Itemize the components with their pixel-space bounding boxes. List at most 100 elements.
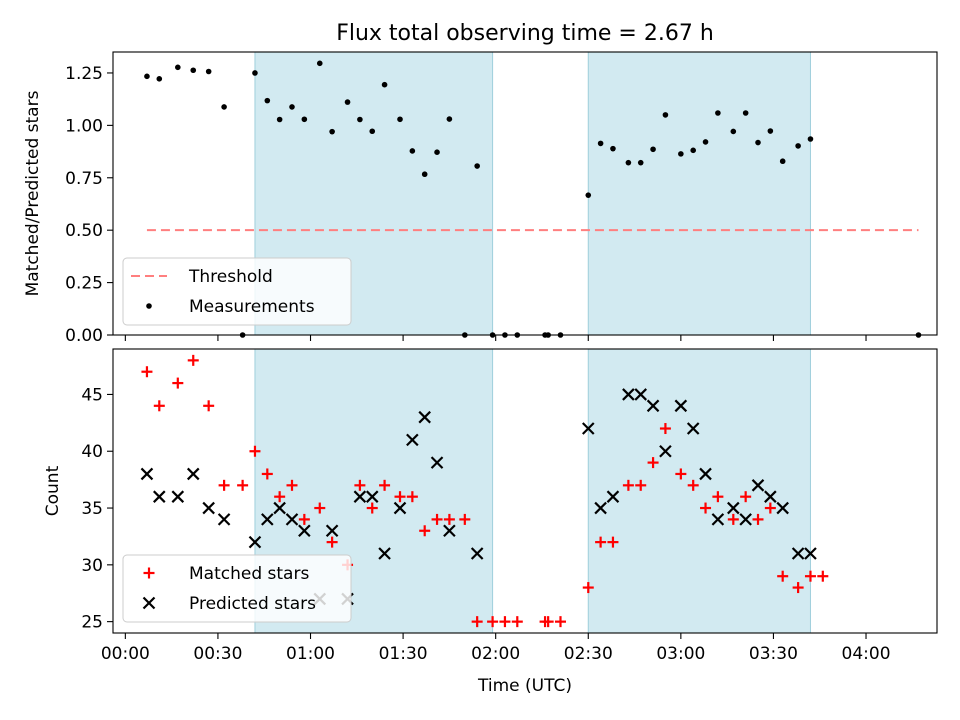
measurement-point — [316, 60, 323, 67]
y-tick-label: 30 — [81, 556, 103, 576]
predicted-star-point — [393, 501, 407, 515]
predicted-star-point — [699, 467, 712, 481]
matched-star-point — [740, 491, 752, 503]
top-legend: Threshold Measurements — [122, 257, 352, 326]
matched-star-point — [804, 570, 816, 582]
matched-star-point — [511, 616, 523, 628]
matched-star-point — [647, 457, 659, 469]
measurement-point — [301, 116, 308, 123]
measurement-point — [585, 192, 592, 198]
measurement-point — [446, 116, 453, 122]
matched-star-point — [354, 479, 366, 491]
measurement-point — [779, 158, 786, 165]
bottom-shaded-interval-2 — [587, 348, 811, 634]
measurement-point — [715, 110, 721, 116]
matched-star-point — [274, 491, 286, 503]
predicted-star-point — [202, 501, 215, 515]
predicted-star-point — [711, 513, 725, 526]
predicted-star-point — [686, 422, 700, 435]
matched-star-point — [366, 502, 378, 514]
matched-star-point — [554, 616, 566, 628]
matched-star-point — [659, 423, 671, 435]
measurement-point — [610, 145, 616, 152]
matched-star-point — [153, 400, 165, 412]
measurement-point — [397, 116, 403, 123]
predicted-star-point — [217, 513, 231, 526]
y-tick-label: 40 — [81, 442, 103, 462]
predicted-star-point — [727, 501, 740, 515]
matched-star-point — [542, 616, 554, 628]
measurement-point — [730, 128, 737, 135]
matched-star-point — [687, 479, 699, 491]
matched-star-point — [700, 502, 712, 514]
matched-star-point — [431, 513, 443, 525]
matched-star-point — [419, 525, 431, 537]
x-tick-label: 01:30 — [379, 644, 428, 664]
matched-star-point — [607, 536, 619, 548]
y-tick-label: 0.25 — [65, 274, 103, 294]
y-tick-label: 35 — [81, 499, 103, 519]
matched-star-point — [499, 616, 511, 628]
matched-star-point — [777, 570, 789, 582]
top-y-axis-label: Matched/Predicted stars — [23, 90, 43, 296]
matched-star-point — [394, 491, 406, 503]
matched-star-point — [752, 513, 764, 525]
bottom-panel: 25 30 35 40 45 00:00 00:30 01:00 01:30 02:00 02:3… — [43, 348, 938, 696]
predicted-star-point — [581, 422, 595, 435]
measurement-point — [650, 146, 656, 153]
matched-star-point — [635, 479, 647, 491]
legend-predicted-swatch — [142, 596, 156, 610]
predicted-star-point — [776, 501, 789, 515]
matched-star-point — [443, 513, 455, 525]
x-tick-label: 02:00 — [471, 644, 520, 664]
matched-star-point — [675, 468, 687, 480]
legend-label: Measurements — [189, 297, 315, 317]
legend-label: Matched stars — [189, 564, 309, 584]
x-tick-label: 00:00 — [101, 644, 150, 664]
predicted-star-point — [791, 547, 805, 560]
legend-entry: Measurements — [146, 297, 315, 317]
matched-star-point — [471, 616, 483, 628]
x-tick-label: 01:00 — [286, 644, 335, 664]
chart-title: Flux total observing time = 2.67 h — [336, 21, 714, 46]
matched-star-point — [379, 479, 391, 491]
matched-star-point — [172, 377, 184, 389]
matched-star-point — [249, 445, 261, 457]
measurement-point — [409, 148, 416, 154]
predicted-star-point — [646, 399, 660, 413]
measurement-point — [264, 97, 271, 104]
matched-star-point — [261, 468, 273, 480]
measurement-point — [767, 128, 774, 134]
measurement-point — [144, 73, 150, 80]
matched-star-point — [817, 570, 829, 582]
matched-star-point — [622, 479, 634, 491]
predicted-star-point — [804, 547, 817, 560]
measurement-point — [702, 139, 709, 145]
matched-star-point — [286, 479, 298, 491]
measurement-point — [175, 64, 181, 71]
bottom-axes-frame — [112, 348, 938, 634]
y-tick-label: 25 — [81, 613, 103, 633]
measurement-point — [369, 128, 376, 135]
predicted-star-point — [674, 399, 688, 413]
bottom-legend: Matched stars Predicted stars — [122, 554, 352, 623]
matched-star-point — [487, 616, 499, 628]
measurement-point — [795, 143, 801, 149]
matched-star-point — [298, 513, 310, 525]
legend-box — [122, 554, 352, 623]
legend-entry: Predicted stars — [142, 594, 316, 614]
top-panel: 0.00 0.25 0.50 0.75 1.00 1.25 Flux total obse… — [23, 21, 938, 346]
predicted-star-point — [365, 490, 379, 503]
measurement-point — [381, 81, 388, 88]
predicted-star-point — [248, 535, 262, 549]
predicted-star-point — [764, 490, 777, 503]
matched-star-point — [712, 491, 724, 503]
predicted-star-point — [622, 388, 635, 401]
predicted-star-point — [378, 547, 391, 560]
y-tick-label: 0.00 — [65, 326, 103, 346]
legend-measurement-swatch — [146, 303, 152, 309]
matched-star-point — [406, 491, 418, 503]
y-tick-label: 1.25 — [65, 64, 103, 84]
predicted-star-point — [739, 513, 752, 526]
y-tick-label: 1.00 — [65, 116, 103, 136]
